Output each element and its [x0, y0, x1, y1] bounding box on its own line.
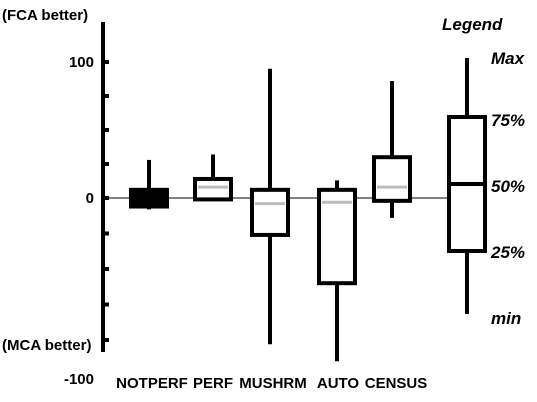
y-tick-label: -100: [64, 371, 94, 388]
bottom-note: (MCA better): [2, 337, 91, 354]
category-label: CENSUS: [365, 375, 428, 392]
box: [372, 155, 412, 203]
legend-label-q3: 75%: [491, 111, 525, 130]
box: [317, 187, 357, 286]
boxes-layer: [129, 68, 412, 362]
category-label: AUTO: [317, 375, 360, 392]
legend-title: Legend: [442, 15, 503, 34]
legend-label-q1: 25%: [490, 243, 525, 262]
box: [250, 187, 290, 237]
legend-label-median: 50%: [491, 177, 525, 196]
legend-label-max: Max: [491, 49, 526, 68]
box: [193, 176, 233, 202]
y-tick-label: 0: [86, 190, 94, 207]
category-label: MUSHRM: [239, 375, 307, 392]
box: [129, 187, 169, 209]
y-tick-label: 100: [69, 54, 94, 71]
category-label: NOTPERF: [116, 375, 188, 392]
category-label: PERF: [193, 375, 233, 392]
legend-label-min: min: [491, 309, 521, 328]
legend-layer: Legend Max 75% 50% 25% min: [442, 15, 526, 328]
labels-layer: 100 0 -100 (FCA better) (MCA better) NOTPERF P…: [2, 7, 427, 392]
top-note: (FCA better): [2, 7, 88, 24]
